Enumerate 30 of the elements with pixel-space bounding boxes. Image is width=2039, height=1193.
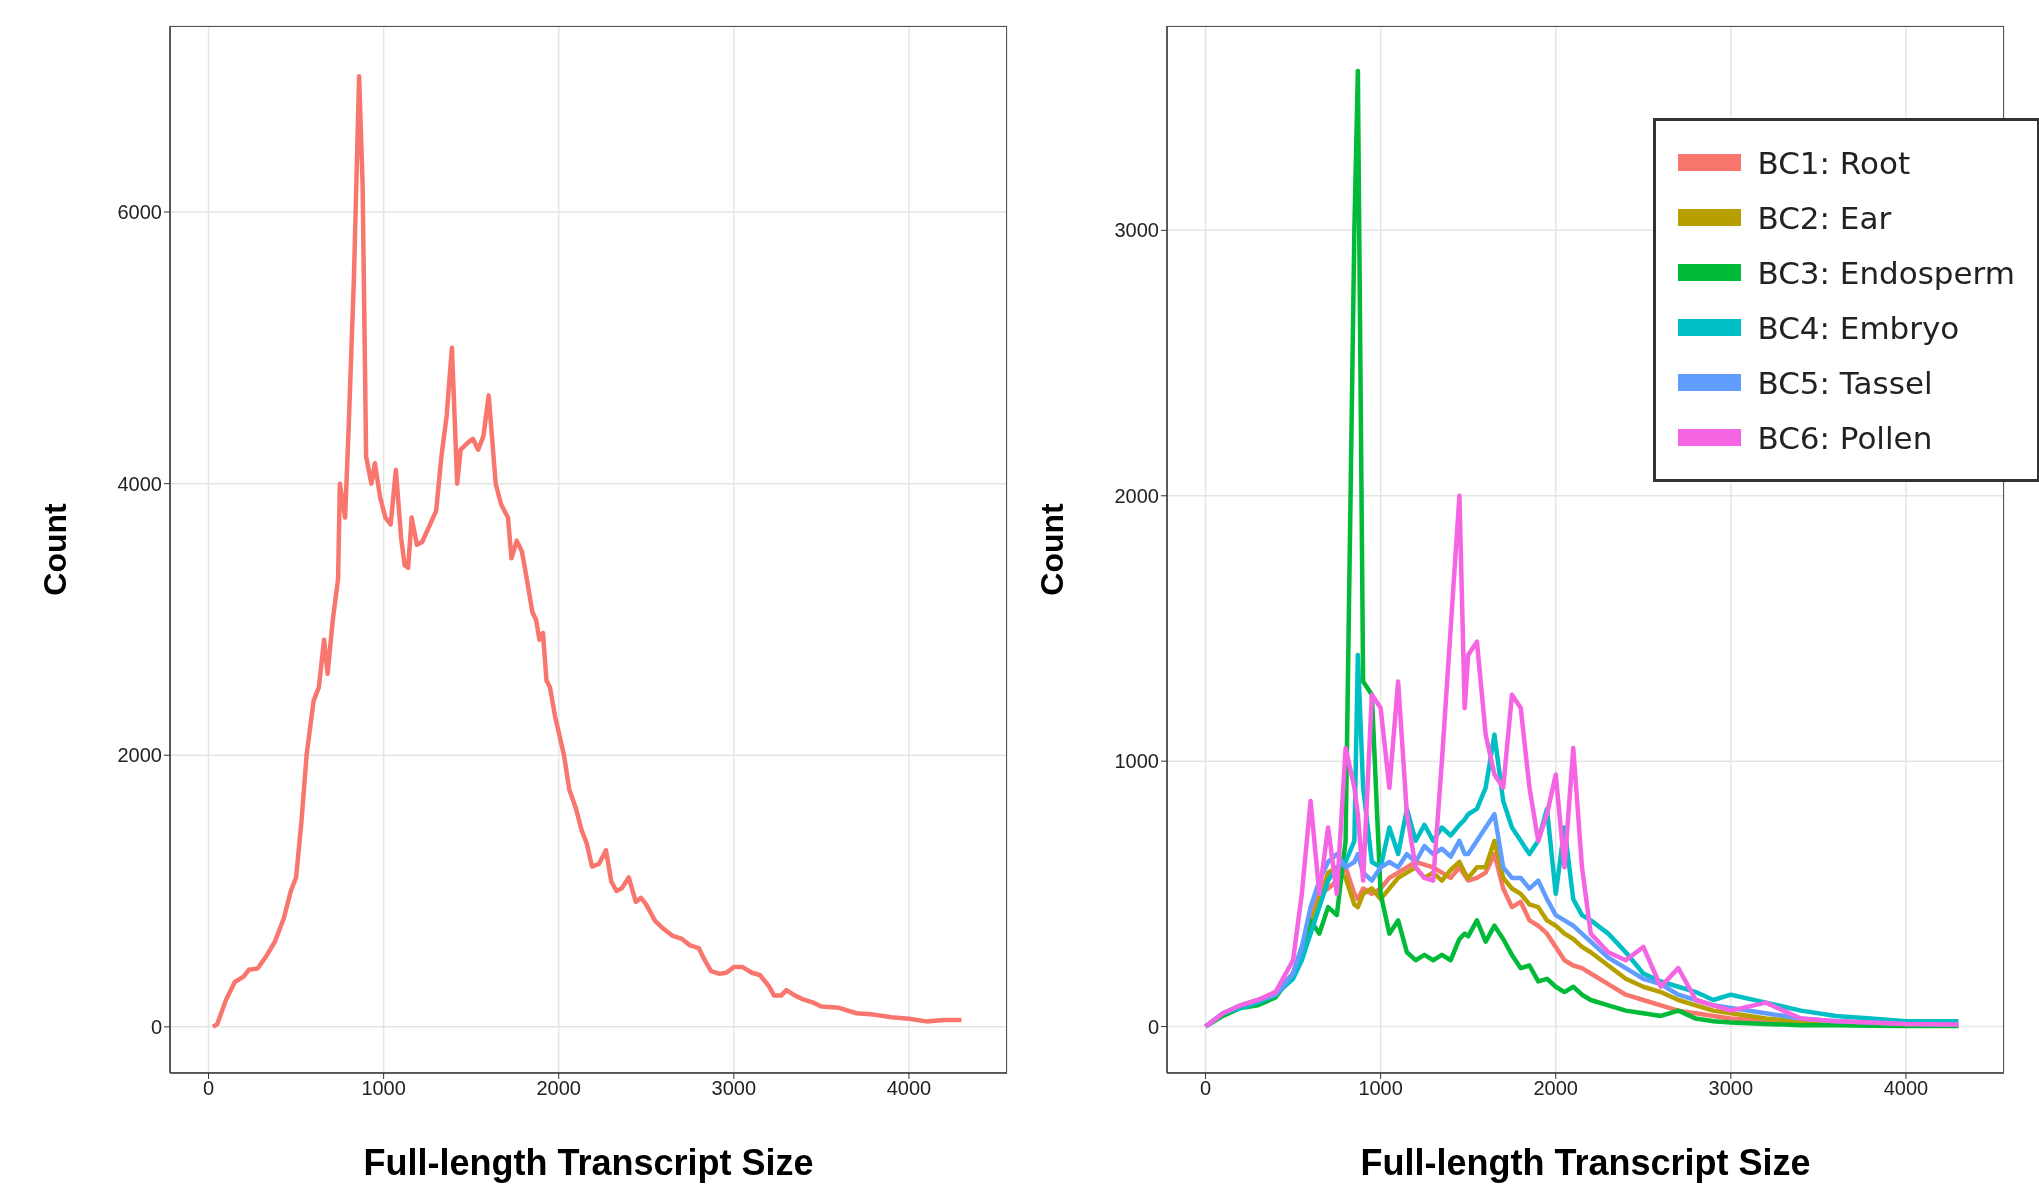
line-series (1203, 493, 1961, 1029)
y-tick-label: 2000 (117, 744, 162, 767)
y-tick-label: 6000 (117, 201, 162, 224)
legend-label: BC3: Endosperm (1757, 254, 2015, 291)
legend-label: BC2: Ear (1757, 199, 1892, 236)
x-tick-label: 2000 (536, 1077, 581, 1100)
legend-label: BC4: Embryo (1757, 309, 1960, 346)
x-tick-label: 4000 (1883, 1077, 1929, 1100)
legend-label: BC1: Root (1757, 144, 1911, 181)
x-tick-label: 0 (202, 1077, 215, 1100)
y-tick-label: 2000 (1114, 484, 1159, 507)
x-tick-label: 0 (1199, 1077, 1212, 1100)
x-tick-label: 2000 (1533, 1077, 1578, 1100)
x-tick-label: 1000 (1358, 1077, 1403, 1100)
x-axis-title: Full-length Transcript Size (1360, 1142, 1811, 1183)
y-tick-label: 3000 (1114, 219, 1159, 242)
y-tick-label: 4000 (117, 472, 162, 495)
y-axis-title: Count (1034, 502, 1071, 596)
x-tick-label: 1000 (361, 1077, 406, 1100)
line-series (210, 74, 964, 1030)
y-tick-label: 0 (150, 1015, 162, 1038)
x-tick-label: 4000 (886, 1077, 932, 1100)
y-tick-label: 1000 (1114, 750, 1159, 773)
y-axis-title: Count (37, 502, 74, 596)
legend-label: BC5: Tassel (1757, 364, 1933, 401)
legend-label: BC6: Pollen (1757, 419, 1933, 456)
y-tick-label: 0 (1147, 1015, 1159, 1038)
x-tick-label: 3000 (711, 1077, 757, 1100)
x-axis-title: Full-length Transcript Size (363, 1142, 814, 1183)
x-tick-label: 3000 (1708, 1077, 1754, 1100)
